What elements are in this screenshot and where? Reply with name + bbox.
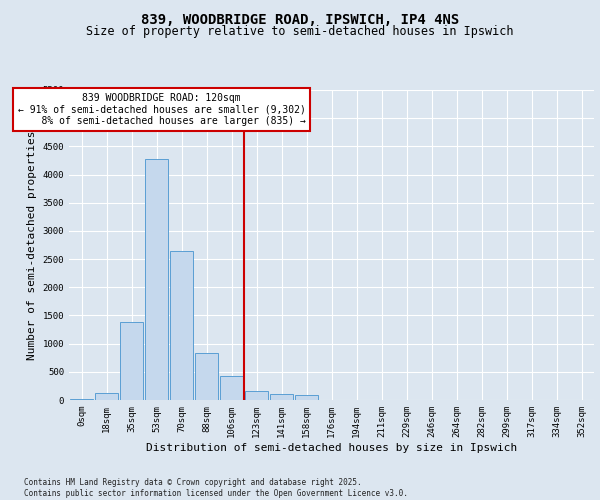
Bar — [295, 396, 318, 400]
Text: 839 WOODBRIDGE ROAD: 120sqm
← 91% of semi-detached houses are smaller (9,302)
  : 839 WOODBRIDGE ROAD: 120sqm ← 91% of sem… — [17, 93, 305, 126]
Bar — [170, 250, 193, 400]
Text: 839, WOODBRIDGE ROAD, IPSWICH, IP4 4NS: 839, WOODBRIDGE ROAD, IPSWICH, IP4 4NS — [141, 12, 459, 26]
Bar — [245, 390, 268, 400]
Bar — [195, 353, 218, 400]
Bar — [70, 399, 93, 400]
Text: Size of property relative to semi-detached houses in Ipswich: Size of property relative to semi-detach… — [86, 25, 514, 38]
Bar — [145, 159, 168, 400]
Bar — [220, 376, 243, 400]
Bar — [120, 322, 143, 400]
Bar — [270, 394, 293, 400]
X-axis label: Distribution of semi-detached houses by size in Ipswich: Distribution of semi-detached houses by … — [146, 442, 517, 452]
Text: Contains HM Land Registry data © Crown copyright and database right 2025.
Contai: Contains HM Land Registry data © Crown c… — [24, 478, 408, 498]
Bar — [95, 392, 118, 400]
Y-axis label: Number of semi-detached properties: Number of semi-detached properties — [27, 130, 37, 360]
